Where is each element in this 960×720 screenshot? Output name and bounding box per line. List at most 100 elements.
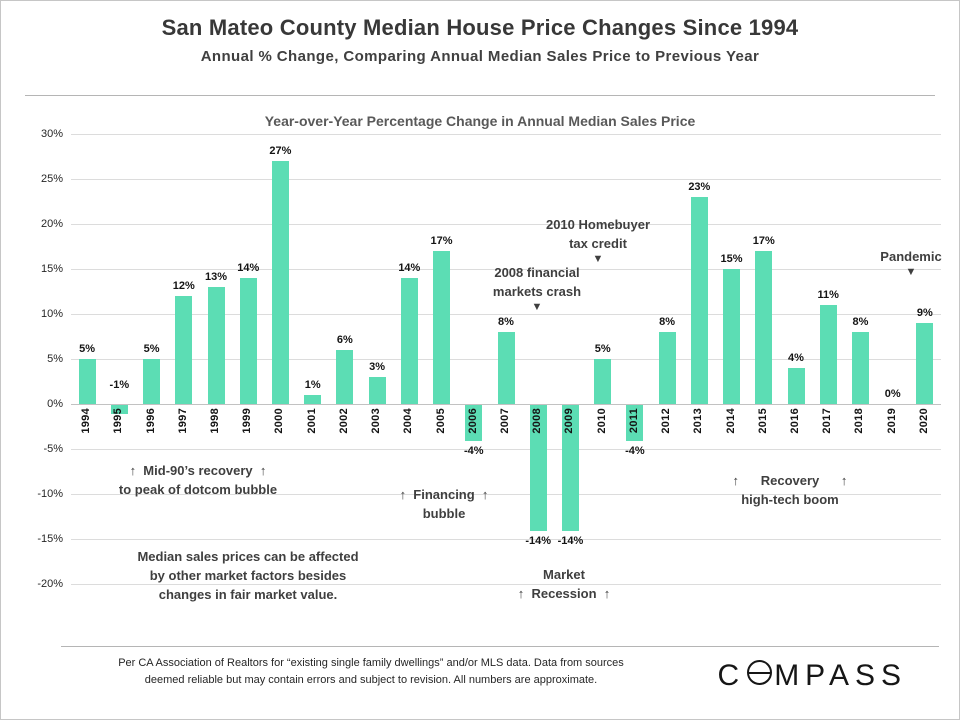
bar-2013 (690, 197, 708, 404)
header: San Mateo County Median House Price Chan… (1, 15, 959, 65)
gridline (71, 134, 941, 135)
bar-value-label: 17% (752, 235, 775, 247)
bar-value-label: 8% (498, 316, 514, 328)
bar-2011 (626, 405, 644, 441)
x-tick-label-2010: 2010 (595, 408, 608, 434)
bar-2020 (916, 323, 934, 404)
bar-value-label: 4% (788, 352, 804, 364)
x-tick-label-2002: 2002 (337, 408, 350, 434)
header-divider (25, 95, 935, 96)
bar-value-label: 15% (720, 253, 743, 265)
x-tick-label-2017: 2017 (821, 408, 834, 434)
gridline (71, 269, 941, 270)
bar-value-label: 11% (817, 289, 839, 301)
x-tick-label-1994: 1994 (80, 408, 93, 434)
y-tick-label: 15% (40, 263, 63, 275)
bar-2001 (304, 395, 322, 404)
zero-axis-line (71, 404, 941, 405)
y-tick-label: 5% (47, 353, 63, 365)
bar-value-label: 23% (688, 181, 711, 193)
footer-divider (61, 646, 939, 647)
y-tick-label: 20% (40, 218, 63, 230)
gridline (71, 494, 941, 495)
compass-o-icon (747, 660, 773, 685)
bar-2002 (336, 350, 354, 404)
x-tick-label-2005: 2005 (434, 408, 447, 434)
bar-1996 (143, 359, 161, 404)
annotation-median-price-note: Median sales prices can be affected by ot… (137, 549, 359, 602)
x-tick-label-2020: 2020 (917, 408, 930, 434)
annotation-pandemic: Pandemic ▼ (880, 249, 942, 278)
bar-value-label: 3% (369, 361, 386, 373)
bar-2003 (368, 377, 386, 404)
annotation-2008-financial-crash: 2008 financial markets crash ▼ (492, 265, 582, 313)
bar-2005 (433, 251, 451, 404)
bar-2010 (594, 359, 612, 404)
annotation-financing-bubble: ↑ Financing ↑ bubble (399, 487, 489, 521)
bar-value-label: 1% (304, 379, 321, 391)
y-tick-label: 30% (40, 128, 63, 140)
y-tick-label: 0% (47, 398, 63, 410)
x-tick-label-2004: 2004 (402, 408, 415, 434)
x-tick-label-2018: 2018 (853, 408, 866, 434)
logo-letter-c: C (717, 659, 746, 692)
x-tick-label-2006: 2006 (466, 408, 479, 434)
bar-value-label: -4% (463, 445, 484, 457)
bar-2007 (497, 332, 515, 404)
x-tick-label-2016: 2016 (789, 408, 801, 434)
bar-2012 (658, 332, 676, 404)
gridline (71, 224, 941, 225)
logo-letters-mpass: MPASS (774, 659, 907, 692)
x-tick-label-1996: 1996 (144, 408, 157, 434)
bar-value-label: 27% (269, 145, 292, 157)
x-tick-label-1999: 1999 (241, 408, 254, 434)
y-tick-label: 10% (40, 308, 63, 320)
bar-value-label: 14% (237, 262, 260, 274)
x-tick-label-2009: 2009 (563, 408, 576, 434)
x-tick-label-2014: 2014 (724, 408, 737, 434)
bar-value-label: 14% (398, 262, 421, 274)
bar-value-label: -14% (525, 535, 552, 547)
annotation-2010-homebuyer-credit: 2010 Homebuyer tax credit ▼ (545, 217, 651, 265)
x-tick-label-2003: 2003 (370, 408, 383, 434)
x-tick-label-2012: 2012 (660, 408, 673, 434)
plot-area: 5% 1994 -1% 1995 5% 1996 12% 1997 13% 1998 14% 1999… (71, 134, 941, 585)
bar-value-label: 5% (594, 343, 611, 355)
annotation-market-recession: Market ↑ Recession ↑ (517, 567, 611, 601)
x-tick-label-1995: 1995 (112, 408, 125, 434)
gridline (71, 539, 941, 540)
annotation-recovery-high-tech-boom: ↑ Recovery ↑ high-tech boom (732, 473, 848, 507)
page-subtitle: Annual % Change, Comparing Annual Median… (200, 48, 760, 65)
bar-1997 (175, 296, 193, 404)
disclaimer: Per CA Association of Realtors for “exis… (63, 655, 679, 689)
x-tick-label-1998: 1998 (209, 408, 221, 434)
bar-value-label: 5% (143, 343, 160, 355)
gridline (71, 584, 941, 585)
bar-2000 (271, 161, 289, 404)
x-tick-label-2008: 2008 (531, 408, 544, 434)
bar-value-label: -4% (625, 445, 645, 457)
chart-title: Year-over-Year Percentage Change in Annu… (264, 113, 696, 129)
bar-value-label: 12% (172, 280, 195, 292)
y-tick-label: -5% (43, 443, 63, 455)
bar-2017 (819, 305, 837, 404)
x-tick-label-2015: 2015 (756, 408, 769, 434)
gridline (71, 449, 941, 450)
bar-2004 (400, 278, 418, 404)
gridline (71, 179, 941, 180)
bar-2018 (851, 332, 869, 404)
x-tick-label-2000: 2000 (273, 408, 286, 434)
y-tick-label: -10% (37, 488, 63, 500)
bar-2008 (529, 405, 547, 531)
x-tick-label-1997: 1997 (176, 408, 189, 434)
bar-2016 (787, 368, 805, 404)
bar-value-label: 6% (336, 334, 353, 346)
disclaimer-line1: Per CA Association of Realtors for “exis… (118, 657, 624, 669)
bar-2015 (755, 251, 773, 404)
bar-2014 (723, 269, 741, 404)
bar-1998 (207, 287, 225, 404)
bar-1995 (110, 405, 128, 414)
bar-value-label: 9% (916, 307, 933, 319)
bar-2009 (561, 405, 579, 531)
